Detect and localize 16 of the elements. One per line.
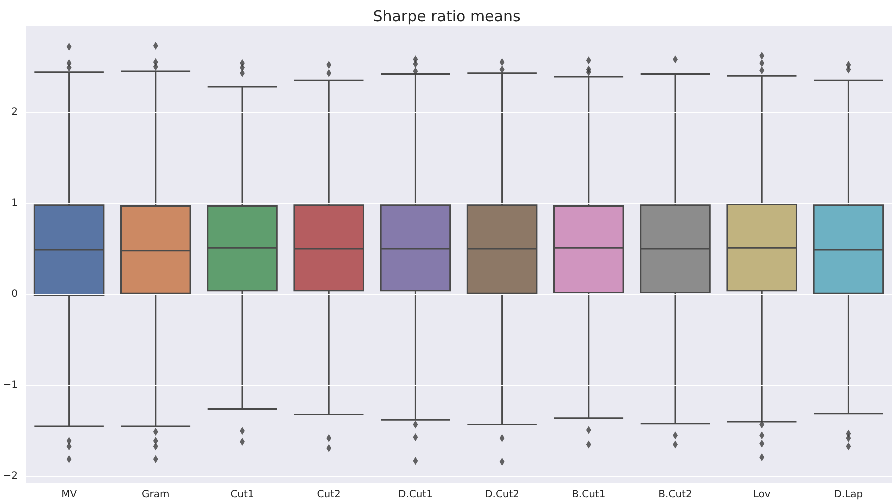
y-tick-label: 2 (12, 106, 18, 118)
y-tick-label: 0 (12, 289, 18, 300)
x-tick-label: B.Cut1 (572, 490, 606, 500)
y-tick-label: −2 (3, 471, 18, 482)
y-tick-label: −1 (3, 380, 18, 392)
x-tick-label: Lov (753, 490, 771, 500)
x-tick-label: Cut2 (317, 490, 341, 500)
x-tick-label: Cut1 (230, 490, 254, 500)
x-tick-label: D.Lap (834, 490, 864, 500)
chart-title: Sharpe ratio means (373, 8, 521, 26)
y-tick-label: 1 (12, 198, 18, 210)
x-tick-label: D.Cut1 (398, 490, 433, 500)
x-tick-label: D.Cut2 (485, 490, 520, 500)
x-tick-label: MV (62, 490, 78, 500)
x-tick-label: Gram (142, 490, 170, 500)
x-tick-label: B.Cut2 (658, 490, 692, 500)
